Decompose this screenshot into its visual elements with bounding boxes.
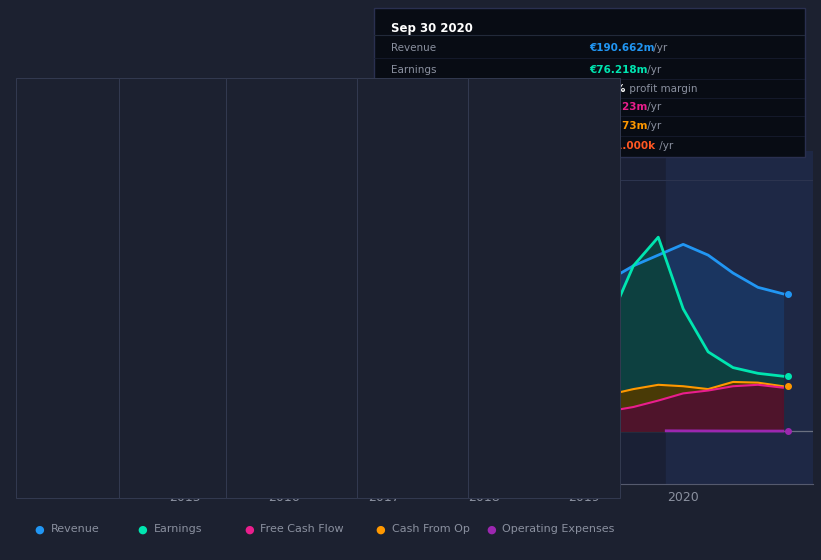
- Text: €190.662m: €190.662m: [589, 44, 654, 53]
- Text: /yr: /yr: [644, 102, 661, 112]
- Text: Sep 30 2020: Sep 30 2020: [391, 22, 473, 35]
- Text: ●: ●: [34, 524, 44, 534]
- Text: ●: ●: [137, 524, 147, 534]
- Text: Cash From Op: Cash From Op: [391, 122, 464, 132]
- Text: Earnings: Earnings: [391, 65, 436, 75]
- Text: ●: ●: [244, 524, 254, 534]
- Text: ●: ●: [486, 524, 496, 534]
- Text: Cash From Op: Cash From Op: [392, 524, 470, 534]
- Text: /yr: /yr: [656, 141, 673, 151]
- Text: /yr: /yr: [644, 65, 661, 75]
- Text: profit margin: profit margin: [626, 83, 697, 94]
- Text: €350m: €350m: [45, 165, 86, 178]
- Text: Operating Expenses: Operating Expenses: [391, 141, 496, 151]
- Text: Free Cash Flow: Free Cash Flow: [260, 524, 344, 534]
- Text: Revenue: Revenue: [51, 524, 99, 534]
- Text: -€571.000k: -€571.000k: [589, 141, 655, 151]
- Text: Revenue: Revenue: [391, 44, 436, 53]
- Text: /yr: /yr: [644, 122, 661, 132]
- Text: 40.0%: 40.0%: [589, 83, 626, 94]
- Text: Operating Expenses: Operating Expenses: [502, 524, 615, 534]
- Text: €0: €0: [45, 416, 60, 428]
- Text: Earnings: Earnings: [154, 524, 202, 534]
- Text: Free Cash Flow: Free Cash Flow: [391, 102, 469, 112]
- Text: €60.223m: €60.223m: [589, 102, 648, 112]
- Text: ●: ●: [375, 524, 385, 534]
- Bar: [666, 151, 813, 484]
- Text: €62.373m: €62.373m: [589, 122, 648, 132]
- Text: /yr: /yr: [650, 44, 667, 53]
- FancyBboxPatch shape: [374, 8, 805, 157]
- Text: -€50m: -€50m: [45, 460, 83, 473]
- Text: €76.218m: €76.218m: [589, 65, 648, 75]
